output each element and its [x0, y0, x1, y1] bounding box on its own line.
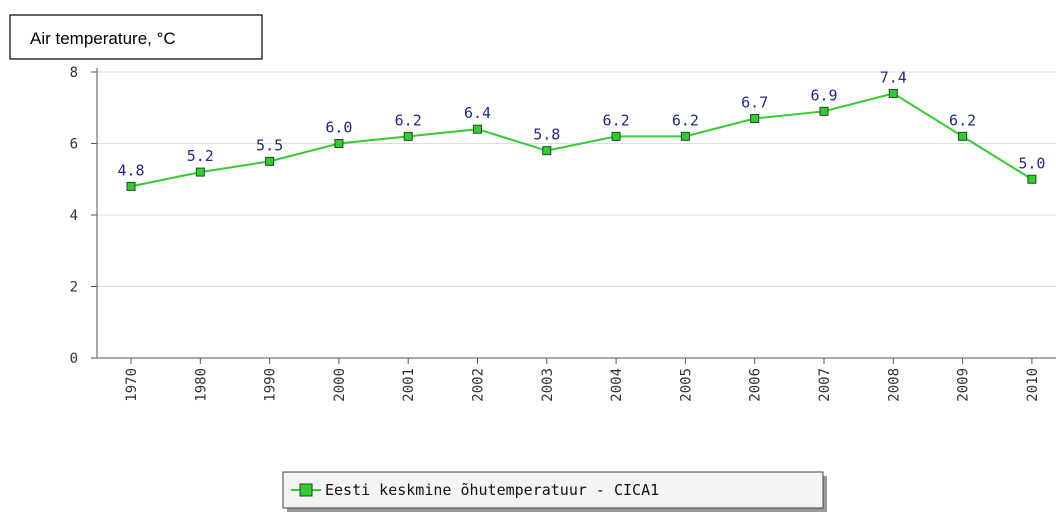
legend-box	[282, 471, 824, 509]
series-line	[130, 92, 1033, 188]
value-label: 6.2	[672, 111, 699, 129]
point	[819, 106, 829, 116]
value-label: 6.0	[325, 119, 352, 137]
title-box	[9, 14, 263, 60]
y-tick-label: 4	[70, 208, 78, 224]
x-tick-label: 2003	[540, 368, 556, 402]
point	[750, 113, 760, 123]
point	[888, 88, 898, 98]
y-tick-label: 6	[70, 137, 78, 153]
value-label: 5.0	[1018, 154, 1045, 172]
x-tick-label: 1990	[263, 368, 279, 402]
x-tick-label: 1970	[124, 368, 140, 402]
legend-label: Eesti keskmine õhutemperatuur - CICA1	[325, 481, 659, 499]
point	[473, 124, 482, 134]
x-tick-label: 2008	[886, 368, 902, 402]
point	[542, 146, 552, 156]
point	[334, 139, 344, 148]
point	[680, 131, 690, 141]
value-label: 6.4	[464, 104, 491, 122]
x-tick-label: 2006	[748, 368, 764, 402]
x-tick-label: 2009	[956, 368, 972, 402]
value-label: 7.4	[880, 68, 907, 86]
x-tick-label: 2010	[1025, 368, 1041, 402]
value-label: 6.9	[810, 86, 837, 104]
value-label: 5.5	[256, 136, 283, 154]
value-label: 6.2	[949, 111, 976, 129]
x-tick-label: 2004	[609, 368, 625, 402]
x-tick-label: 1980	[193, 368, 209, 402]
y-tick-label: 0	[70, 351, 78, 367]
x-tick-label: 2005	[678, 368, 694, 402]
value-label: 6.7	[741, 93, 768, 111]
x-tick-label: 2007	[817, 368, 833, 402]
point	[611, 131, 621, 141]
value-label: 6.2	[603, 111, 630, 129]
point	[195, 167, 205, 177]
point	[1027, 174, 1037, 184]
value-label: 5.8	[533, 126, 560, 144]
x-tick-label: 2001	[401, 368, 417, 402]
point	[403, 131, 413, 141]
x-tick-label: 2002	[471, 368, 487, 402]
legend-marker	[299, 483, 313, 497]
point	[958, 131, 968, 141]
chart-title: Air temperature, °C	[30, 29, 176, 48]
value-label: 5.2	[187, 147, 214, 165]
value-label: 6.2	[395, 111, 422, 129]
x-tick-label: 2000	[332, 368, 348, 402]
y-tick-label: 2	[70, 280, 78, 296]
point	[126, 181, 136, 191]
y-tick-label: 8	[70, 65, 78, 81]
value-label: 4.8	[117, 161, 144, 179]
point	[265, 156, 275, 166]
